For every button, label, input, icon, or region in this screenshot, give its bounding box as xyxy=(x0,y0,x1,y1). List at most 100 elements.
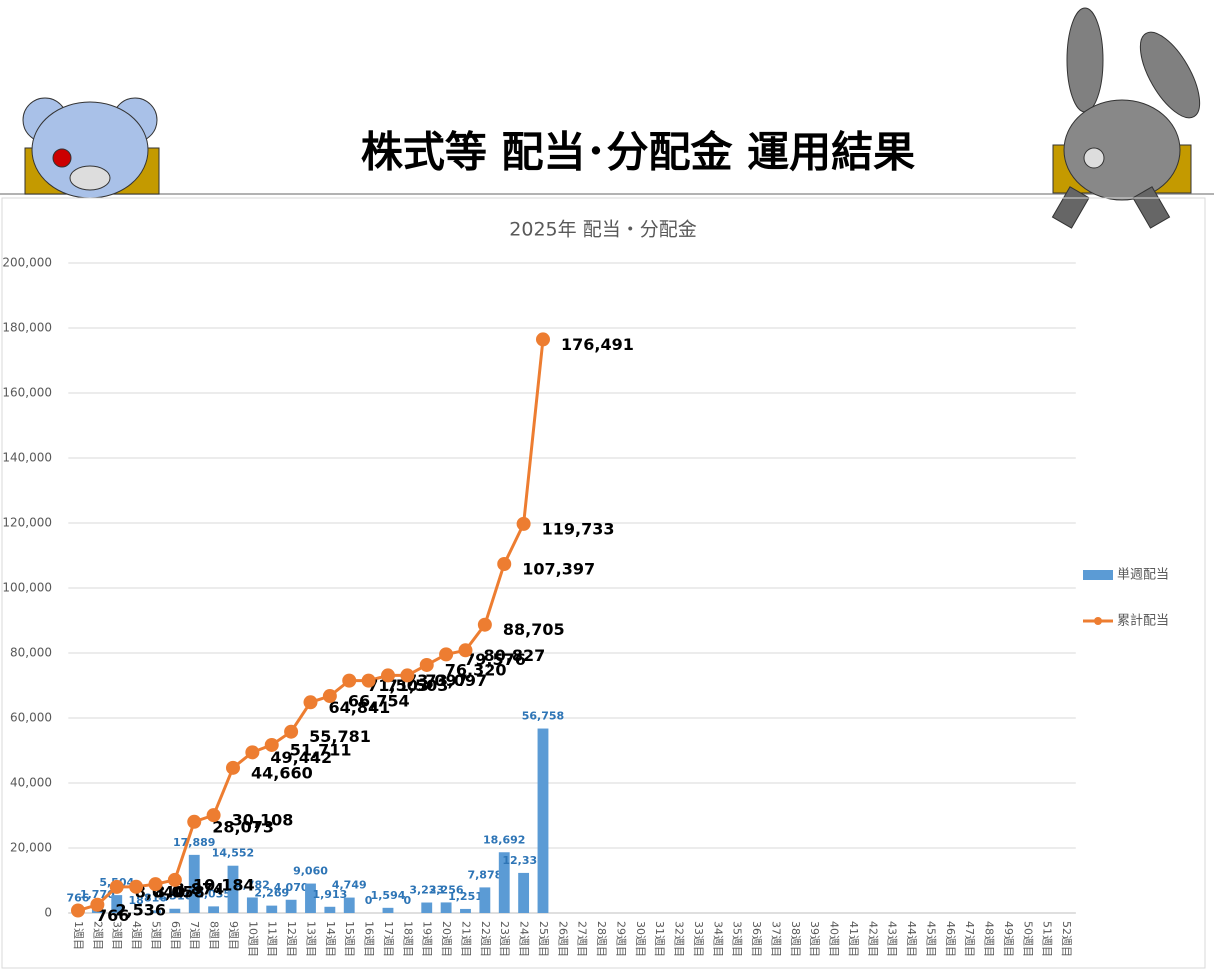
bar-value-label: 1,594 xyxy=(371,889,406,902)
line-value-label: 107,397 xyxy=(522,559,595,578)
x-tick-label: 10週目 xyxy=(246,921,259,957)
line-point xyxy=(380,668,395,683)
x-tick-label: 43週目 xyxy=(886,921,899,957)
bar-value-label: 1,251 xyxy=(448,890,483,903)
line-point xyxy=(264,737,279,752)
y-tick-label: 20,000 xyxy=(10,841,52,855)
line-point xyxy=(361,673,376,688)
x-tick-label: 32週目 xyxy=(673,921,686,957)
line-value-label: 88,705 xyxy=(503,620,565,639)
line-point xyxy=(458,643,473,658)
bar xyxy=(227,865,239,913)
bear-mascot xyxy=(22,97,160,199)
x-tick-label: 26週目 xyxy=(556,921,569,957)
legend-label: 単週配当 xyxy=(1117,567,1169,583)
x-tick-label: 44週目 xyxy=(905,921,918,957)
x-tick-label: 36週目 xyxy=(750,921,763,957)
y-tick-label: 160,000 xyxy=(2,386,52,400)
x-tick-label: 14週目 xyxy=(324,921,337,957)
legend-swatch xyxy=(1083,570,1113,580)
x-tick-label: 52週目 xyxy=(1060,921,1073,957)
bar xyxy=(188,854,200,913)
legend-swatch xyxy=(1094,617,1102,625)
bar xyxy=(440,902,452,913)
bar-value-label: 0 xyxy=(365,894,373,907)
bar-value-label: 56,758 xyxy=(522,710,564,723)
line-value-label: 10,184 xyxy=(193,875,255,894)
bar-value-label: 14,552 xyxy=(212,847,254,860)
line-value-label: 80,827 xyxy=(483,646,545,665)
bar-value-label: 4,749 xyxy=(332,879,367,892)
bar-value-label: 2,269 xyxy=(254,887,289,900)
x-tick-label: 50週目 xyxy=(1021,921,1034,957)
bar xyxy=(208,906,220,913)
line-value-label: 28,073 xyxy=(212,817,274,836)
bar xyxy=(324,906,336,913)
line-point xyxy=(129,879,144,894)
x-tick-label: 42週目 xyxy=(866,921,879,957)
line-point xyxy=(322,689,337,704)
line-point xyxy=(109,879,124,894)
line-point xyxy=(206,808,221,823)
x-tick-label: 47週目 xyxy=(963,921,976,957)
line-point xyxy=(497,556,512,571)
x-tick-label: 46週目 xyxy=(944,921,957,957)
line-value-label: 119,733 xyxy=(542,519,615,538)
line-value-label: 176,491 xyxy=(561,335,634,354)
x-tick-label: 13週目 xyxy=(304,921,317,957)
x-tick-label: 28週目 xyxy=(595,921,608,957)
x-tick-label: 49週目 xyxy=(1002,921,1015,957)
x-tick-label: 15週目 xyxy=(343,921,356,957)
bar xyxy=(305,883,316,913)
x-tick-label: 51週目 xyxy=(1041,921,1054,957)
x-tick-label: 23週目 xyxy=(498,921,511,957)
x-tick-label: 27週目 xyxy=(576,921,589,957)
x-tick-label: 33週目 xyxy=(692,921,705,957)
x-tick-label: 22週目 xyxy=(479,921,492,957)
line-value-label: 66,754 xyxy=(348,692,410,711)
line-value-label: 71,503 xyxy=(387,676,449,695)
x-tick-label: 35週目 xyxy=(731,921,744,957)
bar-value-label: 766 xyxy=(67,892,90,905)
bar-value-label: 816 xyxy=(144,891,167,904)
bar-value-label: 18 xyxy=(128,894,143,907)
line-point xyxy=(439,647,454,662)
line-point xyxy=(342,673,357,688)
line-point xyxy=(70,903,85,918)
bar xyxy=(382,907,394,913)
y-tick-label: 100,000 xyxy=(2,581,52,595)
x-tick-label: 2週目 xyxy=(91,921,104,950)
x-tick-label: 34週目 xyxy=(711,921,724,957)
x-tick-label: 39週目 xyxy=(808,921,821,957)
line-value-label: 8,040 xyxy=(135,882,186,901)
bar xyxy=(460,908,471,913)
bar-value-label: 9,060 xyxy=(293,865,328,878)
line-value-label: 766 xyxy=(96,906,129,925)
bar-value-label: 2,035 xyxy=(196,887,231,900)
x-tick-label: 8週目 xyxy=(208,921,221,950)
x-tick-label: 3週目 xyxy=(111,921,124,950)
line-point xyxy=(167,872,182,887)
line-point xyxy=(535,332,550,347)
x-tick-label: 5週目 xyxy=(149,921,162,950)
line-point xyxy=(400,668,415,683)
line-value-label: 79,576 xyxy=(464,650,526,669)
line-value-label: 51,711 xyxy=(290,740,352,759)
line-value-label: 8,058 xyxy=(154,882,205,901)
line-point xyxy=(477,617,492,632)
x-tick-label: 31週目 xyxy=(653,921,666,957)
x-tick-label: 17週目 xyxy=(382,921,395,957)
bar xyxy=(518,872,530,913)
bar xyxy=(537,728,549,913)
x-tick-label: 29週目 xyxy=(614,921,627,957)
bar-value-label: 0 xyxy=(404,894,412,907)
chart-frame xyxy=(1,197,1206,969)
x-tick-label: 1週目 xyxy=(72,921,85,950)
y-tick-label: 80,000 xyxy=(10,646,52,660)
y-tick-label: 40,000 xyxy=(10,776,52,790)
y-tick-label: 0 xyxy=(44,906,52,920)
x-tick-label: 19週目 xyxy=(421,921,434,957)
line-point xyxy=(303,695,318,710)
x-tick-label: 45週目 xyxy=(924,921,937,957)
bar-value-label: 3,256 xyxy=(429,883,464,896)
